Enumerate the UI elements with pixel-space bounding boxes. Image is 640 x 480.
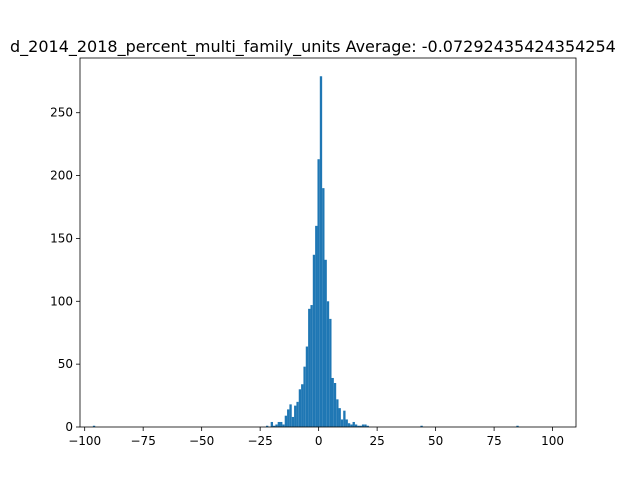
histogram-bar: [287, 409, 290, 427]
histogram-bar: [326, 301, 330, 427]
histogram-bar: [277, 421, 281, 427]
histogram-bar: [317, 159, 320, 428]
histogram-bar: [296, 401, 299, 427]
histogram-bar: [336, 399, 339, 427]
histogram-bar: [301, 384, 304, 427]
histogram-bar: [366, 425, 369, 427]
histogram-bar: [350, 424, 353, 427]
histogram-bar: [282, 424, 285, 427]
histogram-bar: [359, 425, 362, 427]
histogram-bar: [361, 424, 365, 427]
histogram-bar: [294, 405, 297, 427]
y-tick-label: 250: [50, 106, 73, 120]
x-tick-label: 25: [369, 434, 384, 448]
histogram-bar: [357, 425, 360, 427]
histogram-bar: [338, 408, 341, 427]
histogram-bar: [273, 425, 276, 427]
histogram-bar: [324, 259, 327, 427]
histogram-bar: [364, 424, 367, 427]
histogram-bar: [303, 366, 306, 427]
y-tick-label: 0: [65, 420, 73, 434]
x-tick-label: 100: [541, 434, 564, 448]
histogram-bar: [280, 421, 283, 427]
histogram-bar: [266, 425, 269, 427]
histogram-bar: [340, 419, 344, 427]
histogram-bar: [343, 410, 346, 427]
histogram-bar: [354, 424, 358, 427]
histogram-bar: [333, 383, 337, 427]
histogram-bar: [420, 425, 423, 427]
histogram-bar: [284, 415, 288, 427]
histogram-bar: [289, 404, 292, 427]
histogram-bar: [315, 225, 318, 427]
histogram-bar: [270, 421, 274, 427]
histogram-bar: [298, 389, 302, 427]
histogram-bar: [347, 423, 351, 427]
histogram-bar: [516, 425, 519, 427]
x-tick-label: 75: [486, 434, 501, 448]
histogram-bar: [331, 377, 334, 427]
histogram-bar: [308, 308, 311, 427]
x-tick-label: 50: [428, 434, 443, 448]
x-tick-label: −50: [189, 434, 214, 448]
histogram-bar: [329, 318, 332, 427]
bars-group: [92, 76, 519, 428]
histogram-bar: [345, 419, 348, 427]
y-tick-label: 150: [50, 231, 73, 245]
histogram-bar: [275, 424, 278, 427]
plot-frame: [79, 57, 577, 428]
y-tick-label: 100: [50, 294, 73, 308]
x-tick-label: −100: [68, 434, 101, 448]
histogram-bar: [291, 416, 295, 427]
x-tick-label: −25: [247, 434, 272, 448]
y-tick-label: 200: [50, 169, 73, 183]
x-tick-label: −75: [131, 434, 156, 448]
histogram-bar: [310, 305, 313, 427]
chart-title: d_2014_2018_percent_multi_family_units A…: [10, 37, 616, 57]
x-axis: −100 −75 −50 −25 0 25 50 75 100: [68, 427, 564, 448]
y-tick-label: 50: [58, 357, 73, 371]
histogram-bar: [312, 254, 316, 427]
histogram-bar: [319, 76, 323, 427]
y-axis: 0 50 100 150 200 250: [50, 106, 80, 434]
x-tick-label: 0: [315, 434, 323, 448]
histogram-bar: [305, 346, 309, 427]
histogram-bar: [352, 421, 355, 427]
histogram-bar: [322, 188, 325, 427]
histogram-bar: [92, 425, 96, 427]
